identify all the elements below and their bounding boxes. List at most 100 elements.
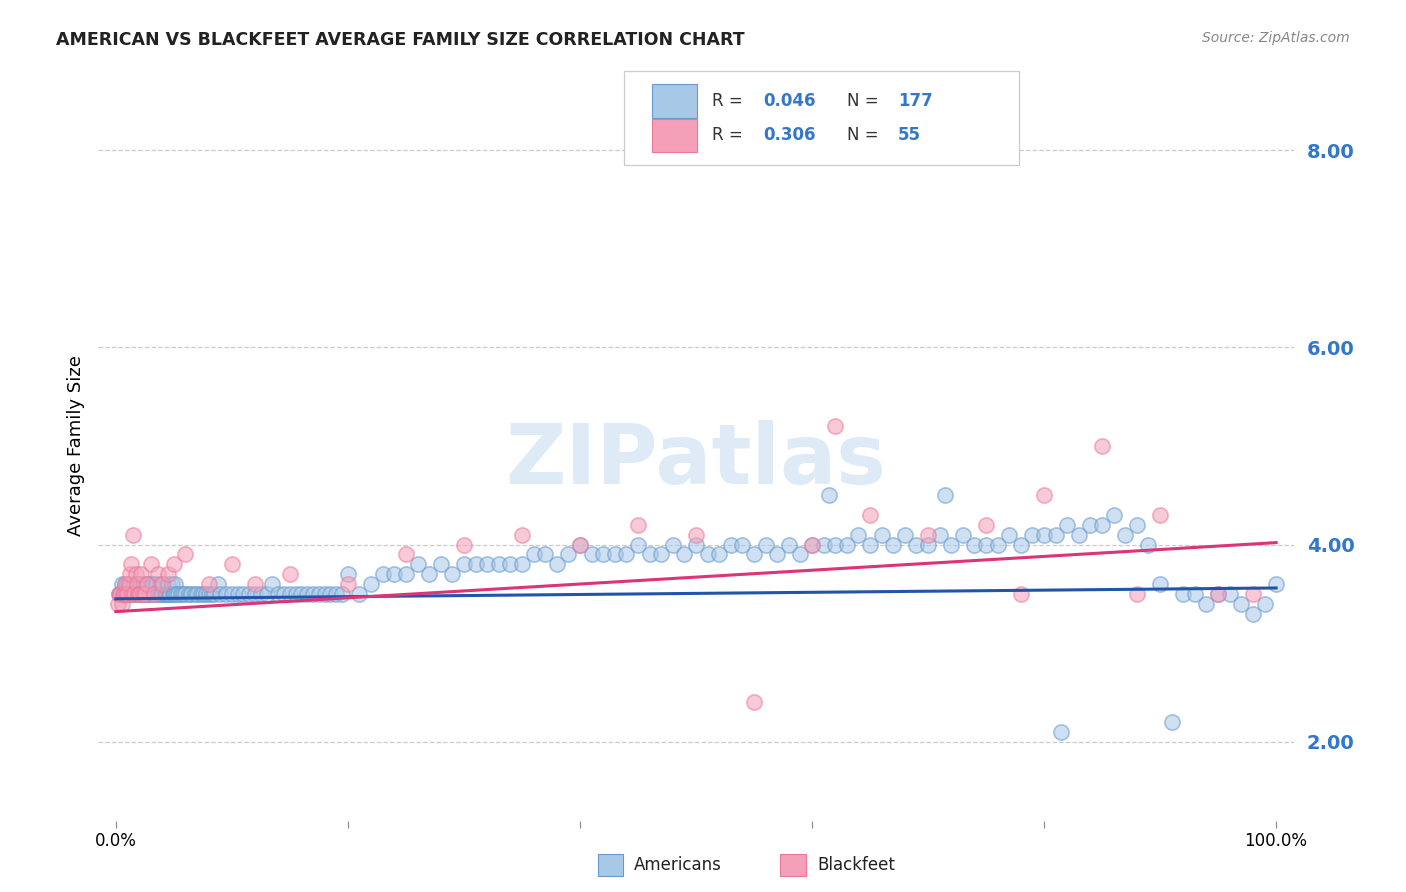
Text: 0.046: 0.046 bbox=[763, 92, 815, 110]
Point bbox=[117, 577, 139, 591]
Point bbox=[848, 527, 870, 541]
Point bbox=[824, 419, 846, 434]
Point bbox=[174, 587, 197, 601]
Point bbox=[1265, 577, 1288, 591]
Point bbox=[755, 538, 778, 552]
Point bbox=[614, 548, 637, 562]
Point bbox=[197, 587, 219, 601]
Point bbox=[139, 577, 162, 591]
Point bbox=[201, 587, 224, 601]
Point bbox=[1050, 725, 1073, 739]
Point bbox=[108, 587, 131, 601]
Point bbox=[157, 567, 180, 582]
Point bbox=[1010, 587, 1032, 601]
Point bbox=[568, 538, 591, 552]
Point bbox=[136, 577, 159, 591]
Point bbox=[108, 587, 131, 601]
FancyBboxPatch shape bbox=[624, 71, 1019, 165]
Point bbox=[1091, 517, 1114, 532]
Point bbox=[1137, 538, 1160, 552]
Point bbox=[226, 587, 249, 601]
Point bbox=[336, 567, 359, 582]
Point bbox=[157, 577, 180, 591]
Point bbox=[1149, 508, 1171, 522]
Point bbox=[118, 567, 141, 582]
Point bbox=[267, 587, 290, 601]
Point bbox=[1149, 577, 1171, 591]
Point bbox=[167, 587, 190, 601]
Point bbox=[1230, 597, 1253, 611]
Point bbox=[395, 548, 418, 562]
Point bbox=[273, 587, 295, 601]
Point bbox=[114, 577, 136, 591]
Point bbox=[221, 587, 243, 601]
Point bbox=[278, 567, 301, 582]
Point bbox=[534, 548, 557, 562]
Point bbox=[894, 527, 917, 541]
Point bbox=[177, 587, 200, 601]
Point bbox=[371, 567, 394, 582]
Point bbox=[917, 527, 939, 541]
Point bbox=[243, 587, 266, 601]
Point bbox=[118, 587, 141, 601]
Point bbox=[128, 587, 150, 601]
Point bbox=[709, 548, 731, 562]
Point bbox=[638, 548, 661, 562]
Point bbox=[453, 558, 475, 572]
Point bbox=[801, 538, 824, 552]
Point bbox=[905, 538, 928, 552]
Text: Blackfeet: Blackfeet bbox=[817, 855, 894, 874]
Point bbox=[627, 538, 650, 552]
Point bbox=[128, 587, 150, 601]
Point bbox=[152, 577, 174, 591]
Point bbox=[731, 538, 754, 552]
Point bbox=[191, 587, 214, 601]
Point bbox=[180, 587, 202, 601]
Point bbox=[174, 548, 197, 562]
Point bbox=[429, 558, 451, 572]
Point bbox=[308, 587, 330, 601]
Text: Source: ZipAtlas.com: Source: ZipAtlas.com bbox=[1202, 31, 1350, 45]
Point bbox=[1219, 587, 1241, 601]
Point bbox=[110, 587, 132, 601]
Point bbox=[115, 587, 138, 601]
Point bbox=[475, 558, 498, 572]
Point bbox=[1253, 597, 1275, 611]
Point bbox=[801, 538, 824, 552]
Text: N =: N = bbox=[846, 127, 883, 145]
Point bbox=[934, 488, 956, 502]
Point bbox=[987, 538, 1010, 552]
Point bbox=[661, 538, 683, 552]
Point bbox=[1126, 517, 1149, 532]
Point bbox=[132, 587, 155, 601]
Y-axis label: Average Family Size: Average Family Size bbox=[66, 356, 84, 536]
Point bbox=[406, 558, 429, 572]
Point bbox=[143, 587, 166, 601]
Point bbox=[835, 538, 858, 552]
Point bbox=[183, 587, 205, 601]
Point bbox=[221, 558, 243, 572]
Point bbox=[142, 577, 165, 591]
Point bbox=[163, 587, 186, 601]
Point bbox=[1067, 527, 1090, 541]
Point bbox=[685, 527, 707, 541]
Point bbox=[650, 548, 672, 562]
Point bbox=[163, 577, 186, 591]
Point bbox=[157, 587, 180, 601]
Point bbox=[207, 577, 229, 591]
Point bbox=[111, 577, 134, 591]
Point bbox=[963, 538, 986, 552]
Point bbox=[256, 587, 278, 601]
Point bbox=[998, 527, 1021, 541]
Point bbox=[215, 587, 238, 601]
Point bbox=[209, 587, 232, 601]
Text: ZIPatlas: ZIPatlas bbox=[506, 420, 886, 501]
Point bbox=[284, 587, 307, 601]
Point bbox=[232, 587, 254, 601]
Point bbox=[124, 577, 146, 591]
Point bbox=[302, 587, 325, 601]
Point bbox=[112, 587, 135, 601]
Point bbox=[156, 587, 179, 601]
Point bbox=[163, 558, 186, 572]
Point bbox=[742, 548, 765, 562]
